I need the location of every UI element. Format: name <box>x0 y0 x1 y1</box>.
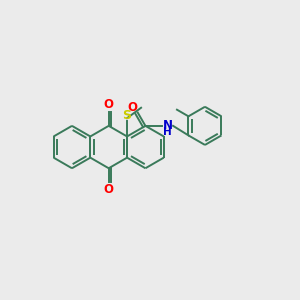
Text: S: S <box>123 109 132 122</box>
Text: O: O <box>103 183 113 196</box>
Text: O: O <box>128 101 137 114</box>
Text: O: O <box>103 98 113 111</box>
Text: H: H <box>164 127 172 137</box>
Text: N: N <box>163 119 173 132</box>
